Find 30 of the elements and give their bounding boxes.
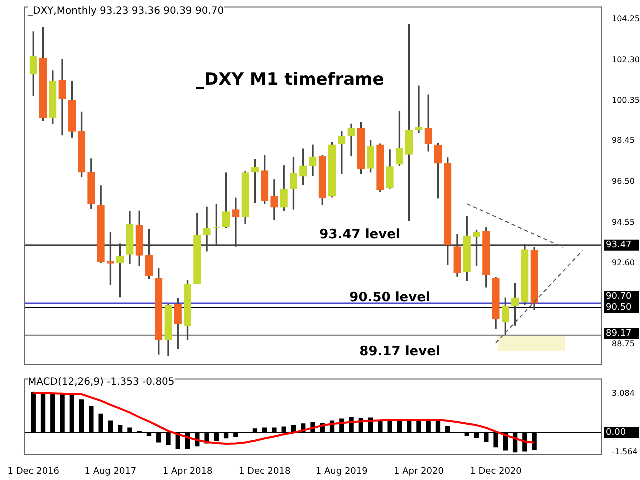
y-tick-label: 104.25 [612, 14, 640, 24]
ref-line-label: 90.70 [606, 292, 632, 302]
x-tick-label: 1 Apr 2018 [162, 466, 213, 477]
y-tick-label: 96.50 [612, 176, 635, 186]
annotation: 93.47 level [320, 227, 400, 242]
y-tick-label: 94.55 [612, 218, 635, 227]
ref-line-label: 0.00 [606, 428, 626, 438]
text: _DXY M1 timeframe [196, 70, 384, 90]
x-tick-label: 1 Aug 2019 [316, 466, 368, 477]
ref-line-label: 89.17 [606, 329, 632, 340]
x-tick-label: 1 Dec 2020 [470, 466, 522, 477]
y-tick-label: 92.60 [612, 258, 635, 268]
y-tick-label: 98.45 [612, 136, 635, 146]
y-tick-label: 100.35 [612, 96, 640, 106]
ref-line-label: 93.47 [606, 240, 632, 251]
candlestick [232, 198, 240, 247]
x-tick-label: 1 Apr 2020 [394, 466, 444, 477]
chart-subtitle: _DXY,Monthly 93.23 93.36 90.39 90.70 [28, 6, 224, 17]
candlestick [203, 206, 211, 252]
chart-title: MACD(12,26,9) -1.353 -0.805 [28, 377, 175, 388]
annotation: 90.50 level [350, 290, 430, 306]
annotation: 89.17 level [360, 344, 440, 360]
y-tick-label: 3.084 [612, 389, 635, 398]
x-tick-label: 1 Dec 2018 [238, 466, 291, 477]
y-tick-label: 88.75 [612, 339, 635, 348]
ref-line-label: 90.50 [606, 302, 632, 313]
x-tick-label: 1 Aug 2017 [84, 466, 137, 477]
y-tick-label: 102.30 [612, 55, 640, 64]
y-tick-label: -1.564 [612, 448, 638, 457]
x-tick-label: 1 Dec 2016 [8, 466, 60, 477]
